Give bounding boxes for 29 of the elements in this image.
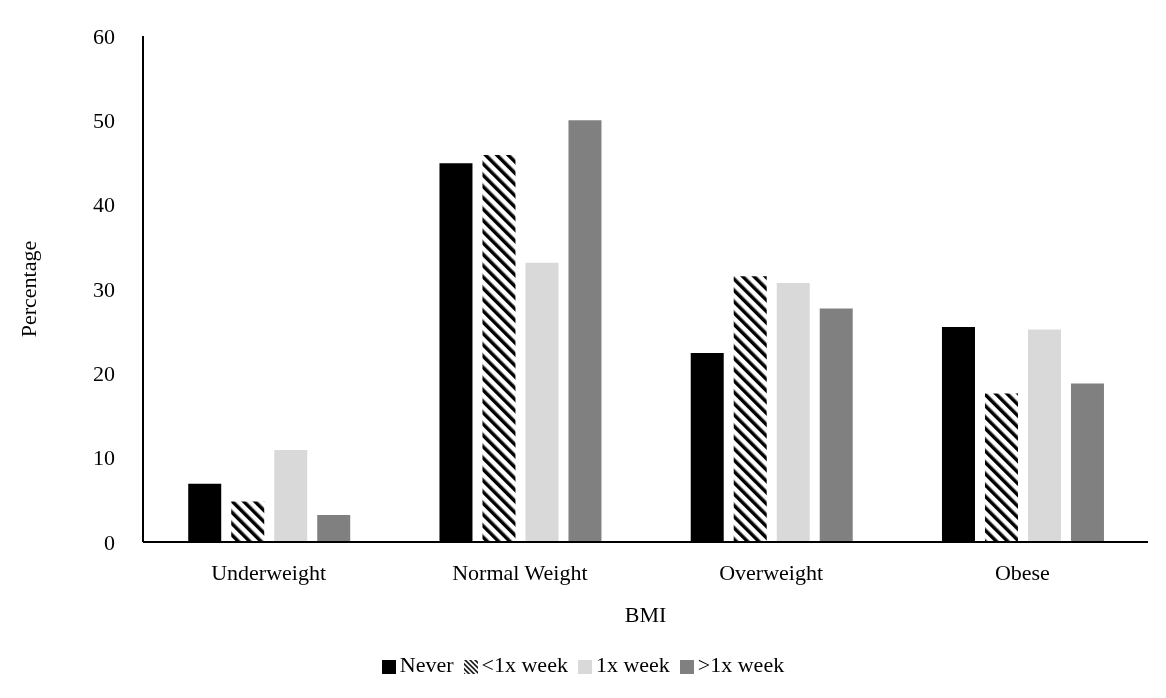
bar [733, 276, 767, 542]
bar [317, 515, 351, 542]
y-tick-label: 60 [93, 23, 115, 49]
x-tick-label: Overweight [719, 559, 824, 585]
y-tick-label: 30 [93, 276, 115, 302]
y-tick-label: 20 [93, 361, 115, 387]
y-tick-label: 0 [104, 529, 115, 555]
legend-label: 1x week [595, 652, 670, 677]
bar [1027, 329, 1061, 542]
bar [525, 262, 559, 542]
x-axis-title: BMI [624, 602, 667, 627]
bar [1070, 383, 1104, 542]
x-tick-label: Obese [994, 559, 1050, 585]
bar [984, 393, 1018, 542]
legend-label: Never [399, 652, 454, 677]
y-tick-label: 10 [93, 445, 115, 471]
bar [819, 308, 853, 542]
bar [568, 120, 602, 542]
bar [482, 154, 516, 542]
y-tick-label: 40 [93, 192, 115, 218]
y-tick-label: 50 [93, 108, 115, 134]
bar [231, 501, 265, 542]
legend-label: <1x week [481, 652, 568, 677]
x-tick-label: Underweight [211, 559, 327, 585]
x-tick-label: Normal Weight [452, 559, 588, 585]
bar [274, 450, 308, 542]
bar [776, 283, 810, 542]
legend-label: >1x week [697, 652, 785, 677]
y-axis-title: Percentage [15, 240, 41, 338]
